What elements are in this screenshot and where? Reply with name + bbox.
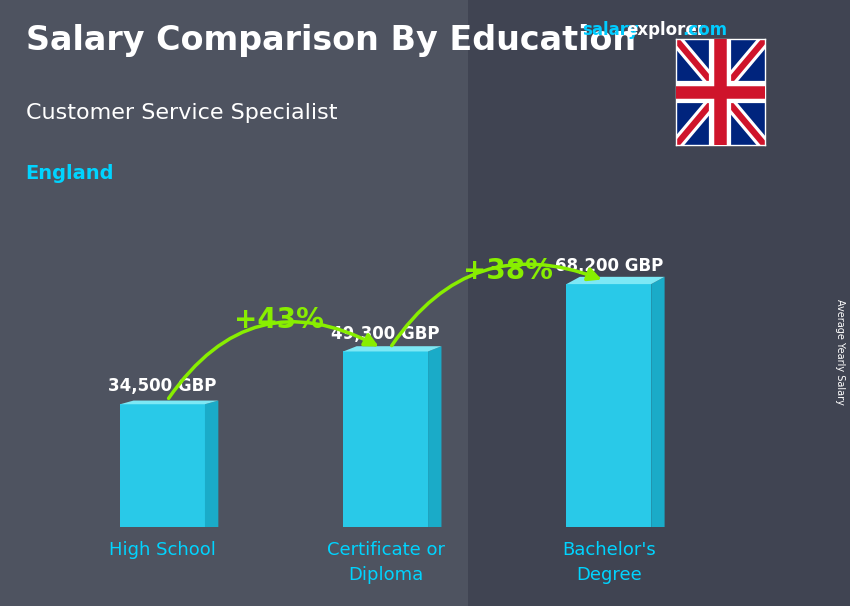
- Text: Average Yearly Salary: Average Yearly Salary: [835, 299, 845, 404]
- Bar: [0, 0, 468, 606]
- Text: Salary Comparison By Education: Salary Comparison By Education: [26, 24, 636, 57]
- Polygon shape: [120, 401, 218, 404]
- Text: .com: .com: [683, 21, 728, 39]
- Bar: [468, 0, 850, 606]
- Polygon shape: [566, 277, 665, 284]
- Text: 34,500 GBP: 34,500 GBP: [109, 378, 217, 395]
- Text: salary: salary: [582, 21, 639, 39]
- Text: 49,300 GBP: 49,300 GBP: [332, 325, 440, 342]
- Text: explorer: explorer: [626, 21, 706, 39]
- Polygon shape: [566, 284, 651, 527]
- Polygon shape: [428, 346, 441, 527]
- Polygon shape: [343, 346, 441, 351]
- Text: +43%: +43%: [234, 307, 324, 335]
- Text: England: England: [26, 164, 114, 182]
- Text: Customer Service Specialist: Customer Service Specialist: [26, 103, 337, 123]
- Text: 68,200 GBP: 68,200 GBP: [555, 257, 663, 275]
- Text: +38%: +38%: [463, 256, 553, 285]
- Polygon shape: [651, 277, 665, 527]
- Polygon shape: [205, 401, 218, 527]
- Polygon shape: [343, 351, 428, 527]
- Polygon shape: [120, 404, 205, 527]
